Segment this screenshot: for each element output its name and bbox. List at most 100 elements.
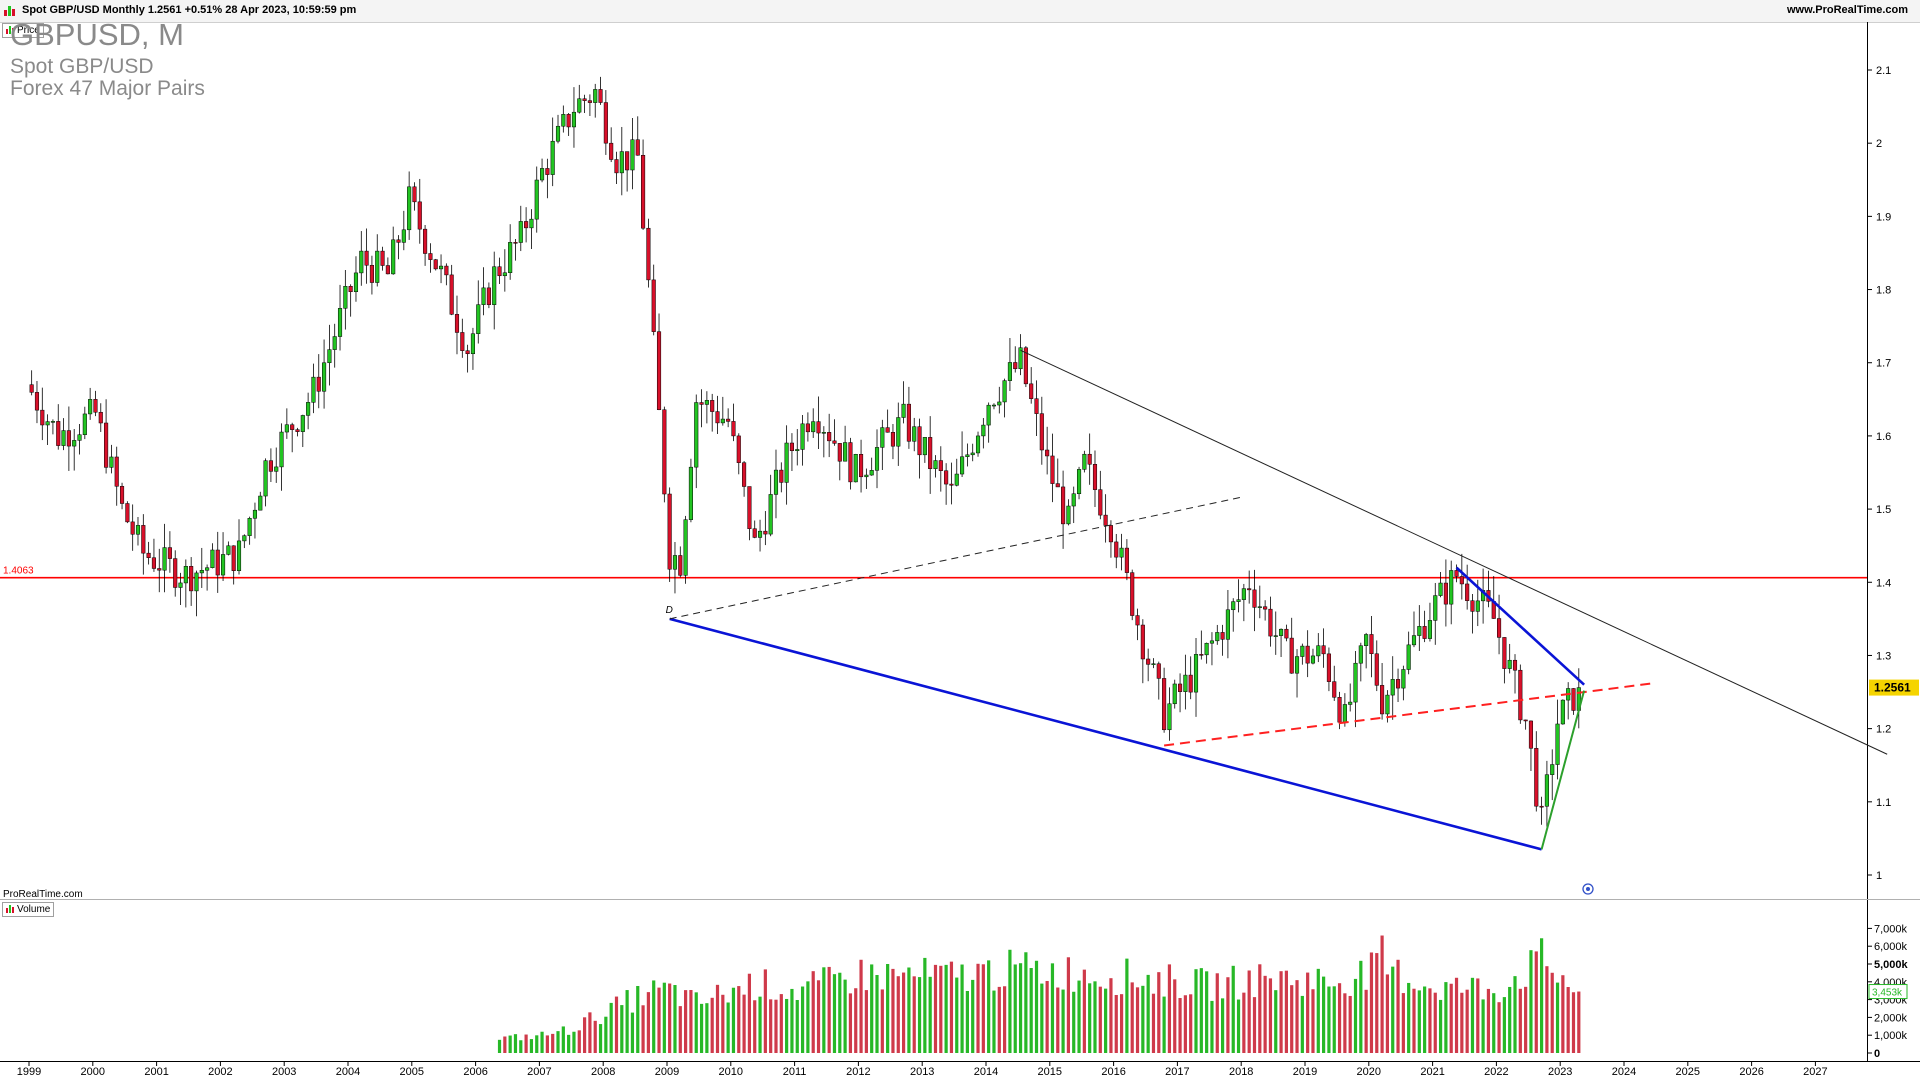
volume-bar xyxy=(625,990,629,1053)
volume-bar xyxy=(1454,977,1459,1053)
time-tick-label: 2008 xyxy=(591,1066,615,1078)
candle-body xyxy=(178,582,183,588)
volume-bar xyxy=(870,964,874,1053)
candle-body xyxy=(874,447,880,471)
price-panel-label[interactable]: Price xyxy=(2,23,44,38)
candle-body xyxy=(1433,595,1438,621)
candle-body xyxy=(837,443,842,462)
volume-bar xyxy=(1407,982,1411,1053)
volume-bar xyxy=(1433,992,1437,1053)
volume-bar xyxy=(1492,993,1496,1053)
volume-bar xyxy=(678,1006,682,1053)
volume-bar xyxy=(1045,980,1049,1053)
trendlines[interactable]: D xyxy=(666,349,1888,851)
candle-body xyxy=(194,572,199,592)
volume-bar xyxy=(1311,989,1315,1053)
volume-bar xyxy=(848,993,853,1053)
price-axis: 1 1.1 1.2 1.3 1.4 1.5 1.6 1.7 1.8 1.9 2 2.1 xyxy=(1867,65,1891,882)
volume-bar xyxy=(1178,998,1182,1053)
volume-bar xyxy=(1465,989,1469,1053)
candle-body xyxy=(630,139,635,171)
candle-body xyxy=(82,413,87,435)
candle-body xyxy=(215,549,220,576)
volume-bar xyxy=(1210,1000,1214,1053)
candle-body xyxy=(736,435,741,463)
candle-body xyxy=(1449,570,1454,605)
candle-body xyxy=(518,221,523,243)
candle-body xyxy=(130,521,135,535)
candle-body xyxy=(928,437,933,469)
trendline-red-dashed xyxy=(1163,682,1654,747)
candle-body xyxy=(327,349,332,364)
candle-body xyxy=(1528,720,1534,749)
candle-body xyxy=(258,495,263,511)
volume-bar xyxy=(1119,994,1124,1053)
candle-body xyxy=(1124,547,1129,573)
instrument-title: Spot GBP/USD Monthly 1.2561 +0.51% 28 Ap… xyxy=(22,4,357,16)
candle-body xyxy=(375,250,380,283)
time-tick-label: 2015 xyxy=(1038,1066,1062,1078)
candle-body xyxy=(1007,362,1012,381)
volume-bar xyxy=(901,972,906,1053)
candlesticks xyxy=(29,76,1581,828)
candle-body xyxy=(236,540,242,571)
candle-body xyxy=(1252,589,1257,608)
volume-bar xyxy=(1088,983,1092,1053)
candle-body xyxy=(763,530,768,535)
chart-icons[interactable] xyxy=(1582,883,1594,895)
volume-bar xyxy=(519,1040,523,1053)
volume-panel-label[interactable]: Volume xyxy=(2,902,55,917)
candle-body xyxy=(1034,398,1039,414)
candle-body xyxy=(1108,525,1113,543)
candle-body xyxy=(603,102,608,144)
volume-bar xyxy=(1428,988,1432,1053)
chart-frame xyxy=(0,22,1920,1062)
candle-body xyxy=(1231,601,1236,611)
candle-body xyxy=(1135,615,1140,626)
candle-body xyxy=(859,454,864,478)
candle-body xyxy=(720,418,725,424)
volume-bar xyxy=(1135,987,1140,1053)
candle-body xyxy=(715,411,720,424)
candle-body xyxy=(1178,683,1183,692)
candle-body xyxy=(1268,608,1273,637)
chart-type-icon[interactable] xyxy=(4,6,15,16)
time-tick-label: 2021 xyxy=(1420,1066,1444,1078)
candle-body xyxy=(226,545,231,555)
candle-body xyxy=(61,430,66,446)
volume-bar xyxy=(1024,952,1028,1053)
volume-bar xyxy=(1332,986,1336,1053)
support-line[interactable]: 1.4063 xyxy=(0,566,1867,579)
volume-bar xyxy=(843,979,847,1053)
volume-bar xyxy=(1385,974,1390,1053)
brand-link[interactable]: www.ProRealTime.com xyxy=(1786,4,1908,16)
candle-body xyxy=(1061,486,1066,525)
volume-bar xyxy=(1444,982,1448,1053)
volume-bar xyxy=(832,974,837,1053)
candle-body xyxy=(848,442,853,483)
volume-bar xyxy=(657,987,661,1053)
volume-bar xyxy=(992,990,996,1053)
volume-bar xyxy=(1205,971,1209,1053)
volume-bar xyxy=(1290,985,1294,1053)
candle-body xyxy=(991,404,997,407)
volume-bar xyxy=(1316,968,1320,1053)
candle-body xyxy=(221,554,226,576)
candle-body xyxy=(93,399,98,413)
volume-bar xyxy=(944,964,948,1053)
time-tick-label: 2017 xyxy=(1165,1066,1189,1078)
candle-body xyxy=(173,558,178,588)
candle-body xyxy=(1050,455,1055,484)
volume-bar xyxy=(721,994,725,1053)
volume-bar xyxy=(710,997,714,1053)
volume-bar xyxy=(1300,995,1304,1053)
candle-body xyxy=(114,456,119,487)
volume-bar xyxy=(673,985,677,1053)
volume-bar xyxy=(917,977,922,1053)
time-tick-label: 2025 xyxy=(1676,1066,1700,1078)
volume-bar xyxy=(1524,986,1528,1053)
time-tick-label: 2004 xyxy=(336,1066,360,1078)
candle-body xyxy=(853,454,858,483)
volume-bar xyxy=(561,1026,565,1053)
